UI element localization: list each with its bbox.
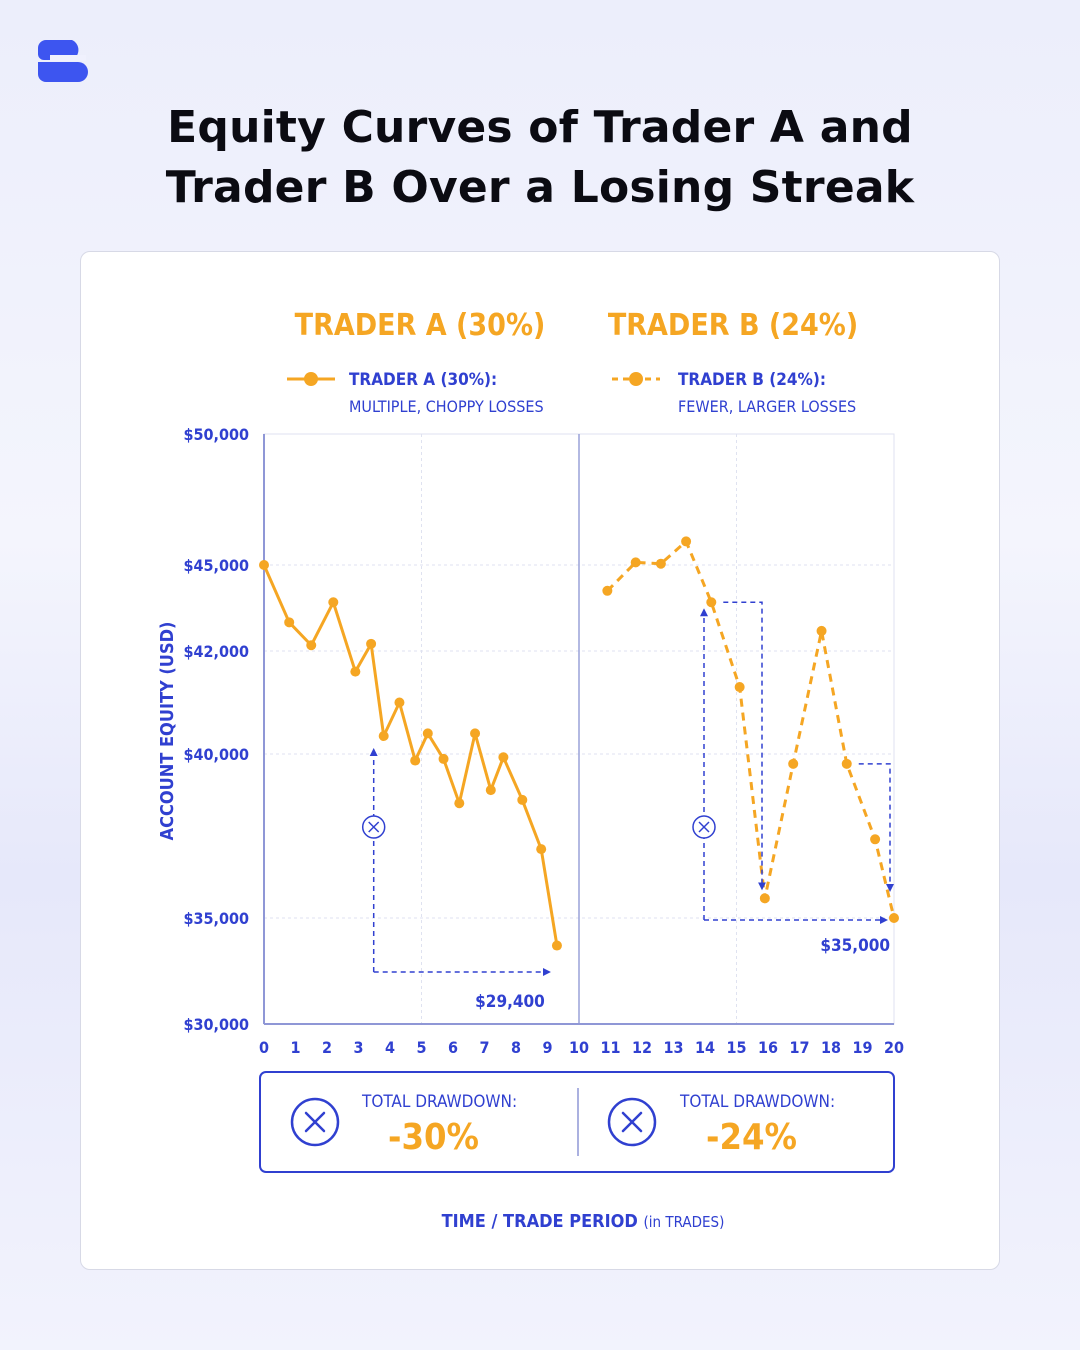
legend-title-2: TRADER B (24%): <box>678 370 826 390</box>
y-tick-label-2: $42,000 <box>183 642 249 661</box>
data-point-b-8 <box>816 625 827 636</box>
x-tick-label-18: 18 <box>821 1038 841 1057</box>
page-title: Equity Curves of Trader A and Trader B O… <box>0 98 1080 218</box>
point-label-trader-a-final: $29,400 <box>475 992 545 1012</box>
data-point-b-2 <box>655 558 666 569</box>
legend-marker-2 <box>629 372 643 386</box>
data-point-a-12 <box>470 728 481 739</box>
x-axis-label-suffix: (in TRADES) <box>644 1213 725 1231</box>
drawdown-x-icon-2-mark <box>621 1111 643 1133</box>
data-point-a-2 <box>306 640 317 651</box>
y-tick-label-5: $30,000 <box>183 1015 249 1034</box>
y-axis-label: ACCOUNT EQUITY (USD) <box>157 622 178 841</box>
drawdown-value-2: -24% <box>706 1117 797 1158</box>
data-point-a-16 <box>536 844 547 855</box>
data-point-a-6 <box>378 730 389 741</box>
annotation-x-icon-a-mark <box>368 821 380 833</box>
x-tick-label-6: 6 <box>448 1038 458 1057</box>
data-point-a-0 <box>259 560 269 570</box>
x-tick-label-7: 7 <box>479 1038 489 1057</box>
data-point-a-1 <box>284 617 295 628</box>
data-point-b-9 <box>841 758 852 769</box>
panel-title-trader-a: TRADER A (30%) <box>295 308 546 343</box>
x-tick-label-3: 3 <box>353 1038 363 1057</box>
equity-chart: TRADER A (30%) TRADER B (24%) TRADER A (30… <box>157 308 904 1232</box>
series-line-trader-b <box>606 539 896 919</box>
data-point-a-17 <box>551 940 562 951</box>
data-point-a-15 <box>517 794 528 805</box>
data-point-a-14 <box>498 752 509 763</box>
data-point-b-10 <box>870 834 881 845</box>
drawdown-label-1: TOTAL DRAWDOWN: <box>361 1092 517 1112</box>
y-tick-label-4: $35,000 <box>183 909 249 928</box>
x-tick-label-12: 12 <box>632 1038 652 1057</box>
data-point-b-1 <box>630 557 641 568</box>
x-tick-label-13: 13 <box>663 1038 683 1057</box>
data-point-b-0 <box>602 585 613 596</box>
data-point-a-11 <box>454 798 465 809</box>
x-tick-label-14: 14 <box>695 1038 715 1057</box>
x-tick-label-16: 16 <box>758 1038 778 1057</box>
drawdown-value-1: -30% <box>388 1117 479 1158</box>
x-tick-label-2: 2 <box>322 1038 332 1057</box>
x-tick-label-1: 1 <box>290 1038 300 1057</box>
x-axis-label: TIME / TRADE PERIOD (in TRADES) <box>442 1211 725 1232</box>
x-tick-label-20: 20 <box>884 1038 904 1057</box>
x-tick-label-9: 9 <box>542 1038 552 1057</box>
data-point-b-4 <box>706 597 717 608</box>
legend-marker-1 <box>304 372 318 386</box>
series-line-trader-a <box>262 564 559 946</box>
drawdown-x-icon-1-mark <box>304 1111 326 1133</box>
x-tick-label-19: 19 <box>852 1038 872 1057</box>
data-point-b-11 <box>889 913 899 923</box>
drawdown-label-2: TOTAL DRAWDOWN: <box>679 1092 835 1112</box>
page-title-line-2: Trader B Over a Losing Streak <box>165 162 915 213</box>
data-point-a-5 <box>366 638 377 649</box>
data-point-a-10 <box>438 753 449 764</box>
data-point-a-7 <box>394 697 405 708</box>
y-tick-label-1: $45,000 <box>183 556 249 575</box>
data-point-a-4 <box>350 666 361 677</box>
x-tick-label-5: 5 <box>416 1038 426 1057</box>
x-tick-label-11: 11 <box>600 1038 620 1057</box>
legend-desc-1: MULTIPLE, CHOPPY LOSSES <box>349 397 544 416</box>
data-point-b-5 <box>734 682 745 693</box>
data-point-b-7 <box>788 758 799 769</box>
data-point-b-3 <box>681 536 692 547</box>
x-tick-label-17: 17 <box>789 1038 809 1057</box>
legend-title-1: TRADER A (30%): <box>349 370 497 390</box>
x-axis-label-main: TIME / TRADE PERIOD <box>442 1211 644 1232</box>
page-title-line-1: Equity Curves of Trader A and <box>167 102 913 153</box>
brand-logo <box>38 40 88 82</box>
x-tick-label-15: 15 <box>726 1038 746 1057</box>
data-point-a-8 <box>410 755 421 766</box>
y-tick-label-3: $40,000 <box>183 745 249 764</box>
data-point-a-13 <box>485 785 496 796</box>
data-point-b-6 <box>759 893 770 904</box>
panel-title-trader-b: TRADER B (24%) <box>608 308 858 343</box>
x-tick-label-10: 10 <box>569 1038 589 1057</box>
annotation-bracket-b-second-drop <box>858 763 894 892</box>
data-point-a-3 <box>328 597 339 608</box>
x-tick-label-0: 0 <box>259 1038 269 1057</box>
point-label-trader-b-final: $35,000 <box>820 936 890 956</box>
x-tick-label-4: 4 <box>385 1038 395 1057</box>
drawdown-box <box>259 1071 895 1173</box>
data-point-a-9 <box>422 728 433 739</box>
annotation-bracket-b-first-drop <box>723 601 766 891</box>
chart-card: TRADER A (30%) TRADER B (24%) TRADER A (30… <box>80 251 1000 1270</box>
y-tick-label-0: $50,000 <box>183 425 249 444</box>
annotation-x-icon-b-mark <box>698 821 710 833</box>
x-tick-label-8: 8 <box>511 1038 521 1057</box>
legend-desc-2: FEWER, LARGER LOSSES <box>678 397 856 416</box>
